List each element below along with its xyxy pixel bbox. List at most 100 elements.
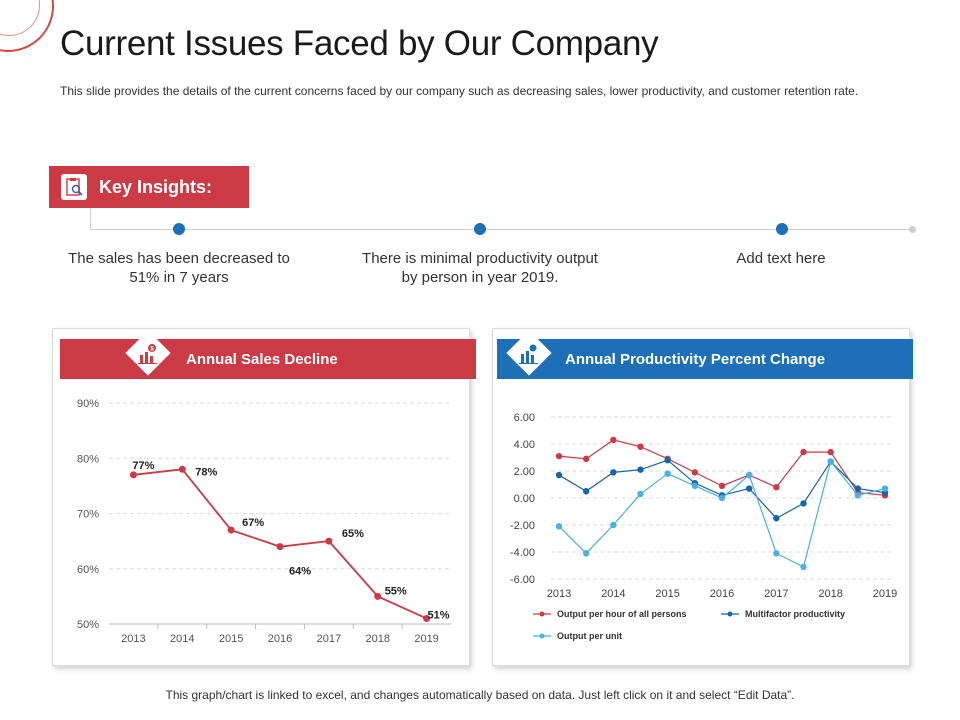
- x-tick-label: 2016: [710, 588, 734, 600]
- timeline-dot-1: [173, 223, 185, 235]
- y-tick-label: -2.00: [510, 520, 535, 532]
- x-tick-label: 2015: [219, 633, 243, 645]
- y-tick-label: 0.00: [514, 493, 535, 505]
- series-point-2: [745, 485, 753, 492]
- series-point-2: [555, 471, 563, 479]
- series-point-3: [691, 482, 699, 490]
- series-point-3: [637, 490, 644, 498]
- x-tick-label: 2019: [414, 633, 438, 645]
- dollar-chart-icon: $: [136, 342, 160, 366]
- timeline-dot-3: [776, 223, 788, 235]
- series-point-3: [881, 485, 889, 492]
- series-point-1: [827, 448, 834, 456]
- sales-point: [325, 537, 333, 545]
- timeline-end-dot: [909, 226, 916, 233]
- series-point-3: [664, 470, 671, 477]
- y-tick-label: -4.00: [510, 547, 535, 559]
- productivity-chart-title: Annual Productivity Percent Change: [565, 350, 826, 368]
- y-tick-label: 6.00: [514, 412, 535, 424]
- series-point-1: [610, 436, 617, 444]
- series-point-3: [555, 523, 563, 530]
- legend-marker: [727, 611, 733, 617]
- sales-point: [129, 471, 137, 479]
- legend-label: Multifactor productivity: [745, 609, 845, 619]
- sales-data-label: 65%: [342, 528, 364, 540]
- x-tick-label: 2018: [818, 588, 842, 600]
- sales-point: [227, 526, 235, 534]
- sales-data-label: 67%: [242, 517, 264, 529]
- bar-chart-icon: [517, 342, 541, 366]
- y-tick-label: 70%: [77, 509, 99, 521]
- productivity-chart-panel: Annual Productivity Percent Change 6.00 4…: [492, 328, 913, 666]
- series-point-2: [582, 488, 590, 495]
- legend-label: Output per hour of all persons: [557, 609, 687, 619]
- series-point-1: [637, 443, 644, 450]
- series-point-2: [800, 500, 807, 507]
- x-tick-label: 2017: [317, 633, 341, 645]
- series-point-2: [637, 466, 644, 473]
- legend-marker: [539, 611, 545, 617]
- series-point-2: [610, 469, 617, 476]
- sales-chart-title: Annual Sales Decline: [186, 350, 338, 368]
- series-point-3: [745, 471, 753, 479]
- key-insights-banner: Key Insights:: [49, 166, 249, 208]
- sales-data-label: 55%: [385, 585, 407, 597]
- x-tick-label: 2017: [764, 588, 788, 600]
- x-tick-label: 2015: [655, 588, 679, 600]
- footer-note: This graph/chart is linked to excel, and…: [165, 688, 795, 702]
- sales-point: [374, 592, 382, 600]
- series-point-1: [800, 448, 807, 456]
- x-tick-label: 2013: [121, 633, 145, 645]
- x-tick-label: 2019: [873, 588, 897, 600]
- series-point-1: [582, 455, 590, 463]
- series-point-2: [854, 485, 862, 492]
- sales-chart-panel: $ Annual Sales Decline 50% 60% 70% 80% 90% 20…: [52, 328, 476, 666]
- sales-point: [423, 614, 431, 622]
- series-point-3: [827, 458, 834, 465]
- series-line-3: [558, 460, 886, 568]
- insight-text-3: Add text here: [736, 250, 826, 267]
- series-point-3: [582, 550, 590, 557]
- clipboard-magnifier-icon: [61, 174, 87, 200]
- series-point-3: [773, 550, 780, 557]
- legend-marker: [539, 633, 545, 639]
- x-tick-label: 2016: [268, 633, 292, 645]
- sales-chart-header: $ Annual Sales Decline: [60, 330, 476, 379]
- legend-label: Output per unit: [557, 631, 622, 641]
- x-tick-label: 2014: [170, 633, 194, 645]
- y-tick-label: -6.00: [510, 574, 535, 586]
- sales-data-label: 78%: [195, 466, 217, 478]
- sales-data-label: 51%: [428, 609, 450, 621]
- series-point-3: [718, 494, 726, 502]
- x-tick-label: 2014: [601, 588, 625, 600]
- series-point-1: [555, 452, 563, 460]
- series-point-1: [773, 484, 780, 491]
- timeline-dot-2: [474, 223, 486, 235]
- series-point-2: [664, 457, 671, 464]
- sales-point: [178, 465, 186, 473]
- key-insights-label: Key Insights:: [99, 176, 213, 197]
- page-title: Current Issues Faced by Our Company: [60, 24, 659, 63]
- sales-line-chart: 50% 60% 70% 80% 90% 2013 2014 2015 2016 2017 2018 2…: [77, 398, 451, 645]
- sales-data-label: 77%: [132, 460, 154, 472]
- sales-data-label: 64%: [289, 566, 311, 578]
- page-subtitle: This slide provides the details of the c…: [60, 84, 859, 98]
- series-point-2: [773, 515, 780, 522]
- insight-text-1: The sales has been decreased to 51% in 7…: [68, 250, 290, 286]
- productivity-line-chart: 6.00 4.00 2.00 0.00 -2.00 -4.00 -6.00 2013 2014 2…: [510, 412, 897, 641]
- svg-text:$: $: [150, 347, 154, 353]
- series-point-1: [691, 469, 699, 476]
- y-tick-label: 2.00: [514, 466, 535, 478]
- y-tick-label: 50%: [77, 619, 99, 631]
- series-point-3: [800, 563, 807, 571]
- series-point-1: [718, 482, 726, 490]
- timeline-line: [90, 229, 914, 230]
- x-tick-label: 2018: [365, 633, 389, 645]
- insight-text-2: There is minimal productivity output by …: [362, 250, 598, 286]
- y-tick-label: 80%: [77, 453, 99, 465]
- x-tick-label: 2013: [547, 588, 571, 600]
- series-point-3: [610, 521, 617, 529]
- y-tick-label: 90%: [77, 398, 99, 410]
- productivity-chart-header: Annual Productivity Percent Change: [497, 330, 913, 379]
- series-point-3: [854, 492, 862, 499]
